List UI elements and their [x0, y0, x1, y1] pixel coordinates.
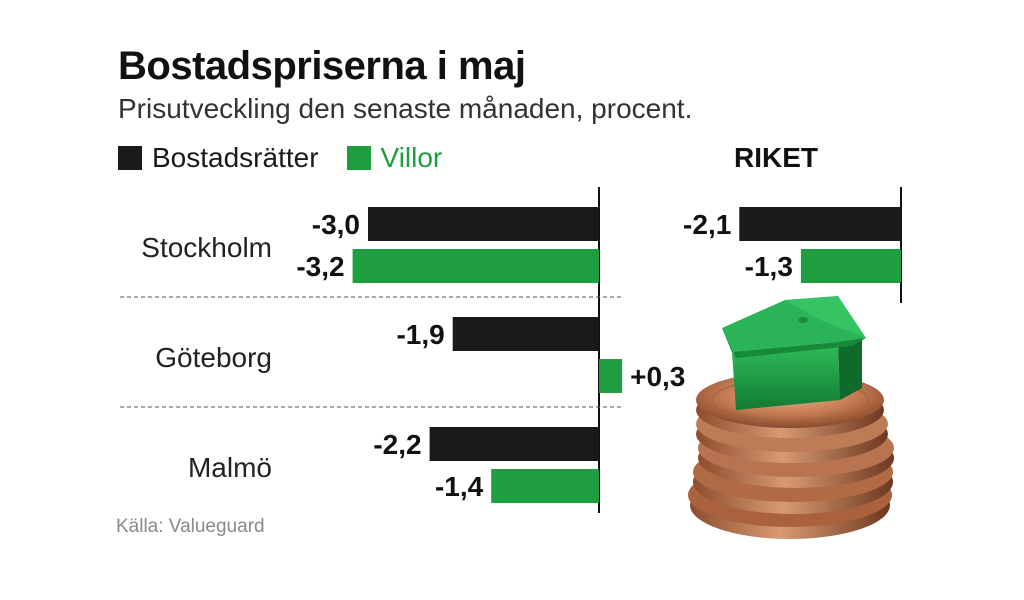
- riket-data-label: -2,1: [683, 209, 731, 240]
- bar-bostadsratter: [368, 207, 599, 241]
- source-note: Källa: Valueguard: [116, 516, 265, 537]
- bar-villor: [599, 359, 623, 393]
- riket-bar-bostadsratter: [739, 207, 901, 241]
- bar-bostadsratter: [429, 427, 599, 461]
- green-house-icon: [722, 296, 866, 410]
- bar-villor: [491, 469, 599, 503]
- legend-item-bostadsratter: Bostadsrätter: [118, 142, 319, 174]
- data-label: -2,2: [373, 429, 421, 460]
- legend-swatch-bostadsratter: [118, 146, 142, 170]
- bar-villor: [352, 249, 599, 283]
- data-label: -1,9: [396, 319, 444, 350]
- bar-bostadsratter: [452, 317, 599, 351]
- riket-title: RIKET: [734, 142, 818, 173]
- data-label: -3,2: [296, 251, 344, 282]
- legend-label-bostadsratter: Bostadsrätter: [152, 142, 319, 173]
- legend: Bostadsrätter Villor: [118, 142, 470, 174]
- main-bar-chart: Stockholm -3,0 -3,2 Göteborg -1,9 +0,3 Malmö -2…: [120, 187, 685, 513]
- riket-bar-villor: [800, 249, 901, 283]
- data-label: -3,0: [312, 209, 360, 240]
- category-label: Göteborg: [155, 342, 272, 373]
- legend-label-villor: Villor: [380, 142, 443, 173]
- category-label: Stockholm: [141, 232, 272, 263]
- house-on-coins-illustration: [688, 296, 894, 539]
- legend-item-villor: Villor: [346, 142, 443, 174]
- riket-data-label: -1,3: [745, 251, 793, 282]
- legend-swatch-villor: [346, 146, 371, 170]
- riket-bar-chart: RIKET -2,1 -1,3: [683, 142, 902, 303]
- chart-subtitle: Prisutveckling den senaste månaden, proc…: [118, 93, 693, 124]
- chart-title: Bostadspriserna i maj: [118, 44, 526, 88]
- category-label: Malmö: [188, 452, 272, 483]
- data-label: -1,4: [435, 471, 484, 502]
- data-label: +0,3: [630, 361, 685, 392]
